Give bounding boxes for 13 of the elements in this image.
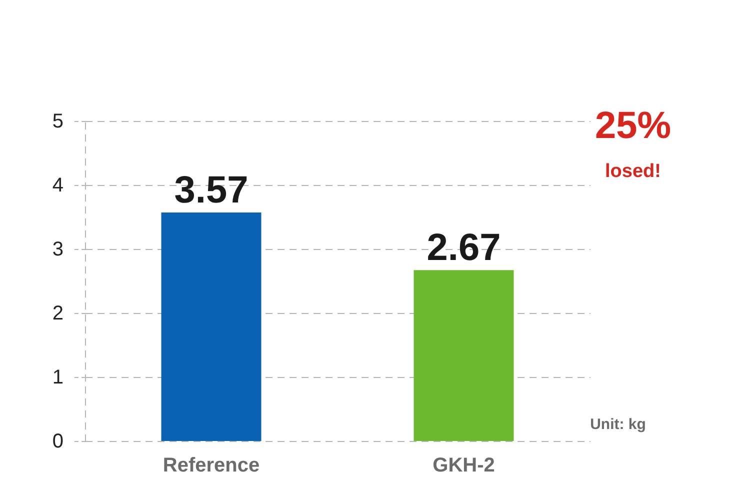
y-tick-label: 4 — [52, 174, 64, 196]
y-tick-label: 3 — [52, 238, 64, 260]
y-tick-label: 1 — [52, 366, 64, 388]
text: 25% — [594, 105, 672, 147]
annotation: Unit: kg — [590, 416, 646, 433]
y-tick-label: 0 — [52, 430, 64, 452]
data-label: 3.57 — [174, 170, 248, 212]
data-label: 2.67 — [426, 227, 501, 270]
x-tick-label: GKH-2 — [432, 454, 495, 476]
y-tick-label: 5 — [52, 110, 64, 132]
y-tick-label: 2 — [52, 302, 64, 324]
x-tick-label: Reference — [162, 454, 260, 476]
text: losed! — [605, 161, 661, 182]
